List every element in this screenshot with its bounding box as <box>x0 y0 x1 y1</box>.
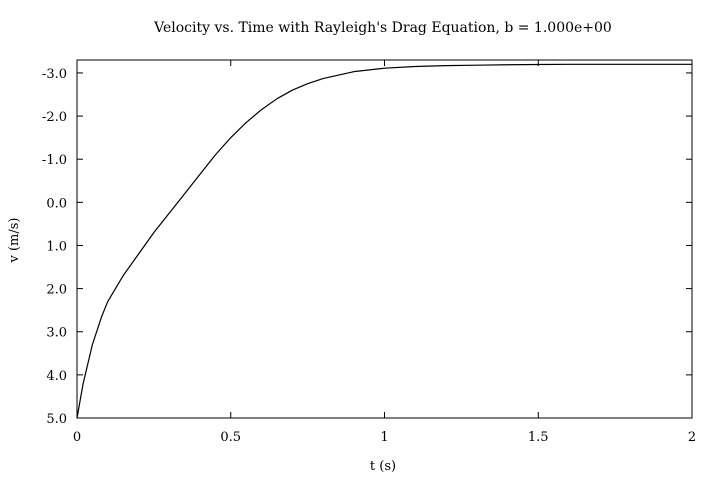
x-tick-labels: 0 0.5 1 1.5 2 <box>73 430 696 445</box>
x-tick-label: 1 <box>380 430 388 445</box>
y-tick-labels: -3.0 -2.0 -1.0 0.0 1.0 2.0 3.0 4.0 5.0 <box>42 67 67 427</box>
chart-title: Velocity vs. Time with Rayleigh's Drag E… <box>153 20 612 36</box>
y-tick-label: -2.0 <box>42 110 67 125</box>
x-tick-label: 2 <box>688 430 696 445</box>
y-axis-label: v (m/s) <box>7 218 22 264</box>
tick-marks <box>76 60 693 419</box>
plot-area-frame <box>76 59 693 419</box>
x-tick-label: 1.5 <box>528 430 549 445</box>
y-tick-label: 5.0 <box>46 412 67 427</box>
y-tick-label: 4.0 <box>46 369 67 384</box>
y-tick-label: 2.0 <box>46 283 67 298</box>
x-tick-label: 0 <box>73 430 81 445</box>
y-tick-label: -1.0 <box>42 153 67 168</box>
y-tick-label: -3.0 <box>42 67 67 82</box>
y-tick-label: 1.0 <box>46 239 67 254</box>
x-axis-label: t (s) <box>370 459 396 474</box>
y-tick-label: 0.0 <box>46 196 67 211</box>
y-tick-label: 3.0 <box>46 326 67 341</box>
series-layer <box>76 63 692 419</box>
series-line <box>76 63 692 419</box>
x-tick-label: 0.5 <box>220 430 241 445</box>
